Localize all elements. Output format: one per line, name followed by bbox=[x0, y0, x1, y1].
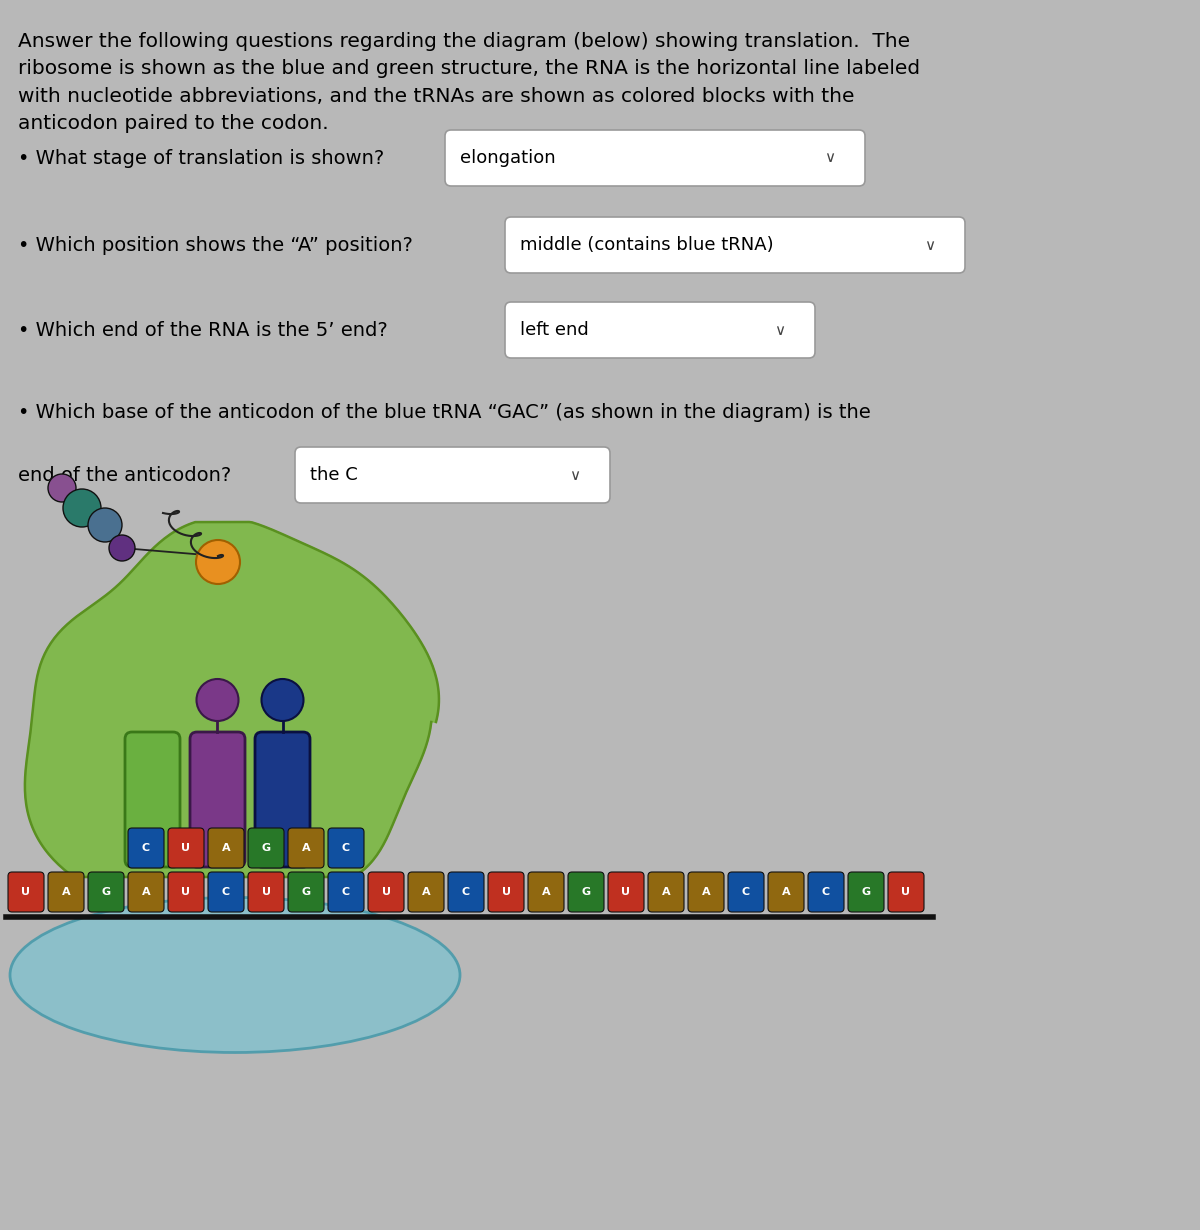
Text: G: G bbox=[301, 887, 311, 897]
Text: G: G bbox=[862, 887, 870, 897]
Circle shape bbox=[262, 679, 304, 721]
Polygon shape bbox=[25, 522, 439, 877]
Text: A: A bbox=[301, 843, 311, 852]
FancyBboxPatch shape bbox=[208, 872, 244, 911]
FancyBboxPatch shape bbox=[648, 872, 684, 911]
Text: Answer the following questions regarding the diagram (below) showing translation: Answer the following questions regarding… bbox=[18, 32, 920, 133]
Text: A: A bbox=[142, 887, 150, 897]
FancyBboxPatch shape bbox=[505, 303, 815, 358]
FancyBboxPatch shape bbox=[8, 872, 44, 911]
Text: G: G bbox=[262, 843, 270, 852]
Text: U: U bbox=[262, 887, 270, 897]
FancyBboxPatch shape bbox=[208, 828, 244, 868]
Text: C: C bbox=[822, 887, 830, 897]
FancyBboxPatch shape bbox=[128, 872, 164, 911]
Text: A: A bbox=[541, 887, 551, 897]
FancyBboxPatch shape bbox=[408, 872, 444, 911]
Circle shape bbox=[64, 490, 101, 526]
Text: A: A bbox=[661, 887, 671, 897]
Text: U: U bbox=[901, 887, 911, 897]
Text: ∨: ∨ bbox=[570, 467, 581, 482]
Text: U: U bbox=[181, 887, 191, 897]
FancyBboxPatch shape bbox=[288, 828, 324, 868]
Text: ∨: ∨ bbox=[774, 322, 786, 337]
Text: the C: the C bbox=[310, 466, 358, 483]
Ellipse shape bbox=[10, 898, 460, 1053]
Text: middle (contains blue tRNA): middle (contains blue tRNA) bbox=[520, 236, 774, 255]
Text: end of the anticodon?: end of the anticodon? bbox=[18, 465, 232, 485]
FancyBboxPatch shape bbox=[248, 828, 284, 868]
Text: U: U bbox=[22, 887, 30, 897]
FancyBboxPatch shape bbox=[168, 828, 204, 868]
Text: • Which position shows the “A” position?: • Which position shows the “A” position? bbox=[18, 235, 413, 255]
Text: G: G bbox=[582, 887, 590, 897]
Text: C: C bbox=[462, 887, 470, 897]
Text: G: G bbox=[102, 887, 110, 897]
Circle shape bbox=[88, 508, 122, 542]
Text: ∨: ∨ bbox=[924, 237, 936, 252]
FancyBboxPatch shape bbox=[528, 872, 564, 911]
Text: U: U bbox=[502, 887, 510, 897]
Text: ∨: ∨ bbox=[824, 150, 835, 166]
Text: U: U bbox=[622, 887, 630, 897]
FancyBboxPatch shape bbox=[125, 732, 180, 867]
FancyBboxPatch shape bbox=[368, 872, 404, 911]
FancyBboxPatch shape bbox=[295, 446, 610, 503]
Text: C: C bbox=[342, 843, 350, 852]
FancyBboxPatch shape bbox=[248, 872, 284, 911]
Text: A: A bbox=[781, 887, 791, 897]
FancyBboxPatch shape bbox=[328, 828, 364, 868]
Text: C: C bbox=[742, 887, 750, 897]
Text: A: A bbox=[222, 843, 230, 852]
Text: C: C bbox=[222, 887, 230, 897]
FancyBboxPatch shape bbox=[288, 872, 324, 911]
FancyBboxPatch shape bbox=[48, 872, 84, 911]
FancyBboxPatch shape bbox=[488, 872, 524, 911]
Circle shape bbox=[109, 535, 134, 561]
FancyBboxPatch shape bbox=[254, 732, 310, 867]
FancyBboxPatch shape bbox=[888, 872, 924, 911]
Text: left end: left end bbox=[520, 321, 589, 339]
FancyBboxPatch shape bbox=[505, 216, 965, 273]
Text: A: A bbox=[61, 887, 71, 897]
Text: • Which base of the anticodon of the blue tRNA “GAC” (as shown in the diagram) i: • Which base of the anticodon of the blu… bbox=[18, 402, 871, 422]
FancyBboxPatch shape bbox=[128, 828, 164, 868]
FancyBboxPatch shape bbox=[448, 872, 484, 911]
FancyBboxPatch shape bbox=[848, 872, 884, 911]
Text: C: C bbox=[342, 887, 350, 897]
FancyBboxPatch shape bbox=[808, 872, 844, 911]
FancyBboxPatch shape bbox=[190, 732, 245, 867]
Text: U: U bbox=[382, 887, 390, 897]
FancyBboxPatch shape bbox=[328, 872, 364, 911]
FancyBboxPatch shape bbox=[88, 872, 124, 911]
Text: A: A bbox=[421, 887, 431, 897]
FancyBboxPatch shape bbox=[768, 872, 804, 911]
FancyBboxPatch shape bbox=[445, 130, 865, 186]
Circle shape bbox=[48, 474, 76, 502]
Circle shape bbox=[196, 540, 240, 584]
FancyBboxPatch shape bbox=[688, 872, 724, 911]
FancyBboxPatch shape bbox=[728, 872, 764, 911]
Circle shape bbox=[197, 679, 239, 721]
FancyBboxPatch shape bbox=[168, 872, 204, 911]
Text: elongation: elongation bbox=[460, 149, 556, 167]
Text: • Which end of the RNA is the 5’ end?: • Which end of the RNA is the 5’ end? bbox=[18, 321, 388, 339]
Text: C: C bbox=[142, 843, 150, 852]
Text: U: U bbox=[181, 843, 191, 852]
FancyBboxPatch shape bbox=[568, 872, 604, 911]
Text: A: A bbox=[702, 887, 710, 897]
Text: • What stage of translation is shown?: • What stage of translation is shown? bbox=[18, 149, 384, 167]
FancyBboxPatch shape bbox=[608, 872, 644, 911]
